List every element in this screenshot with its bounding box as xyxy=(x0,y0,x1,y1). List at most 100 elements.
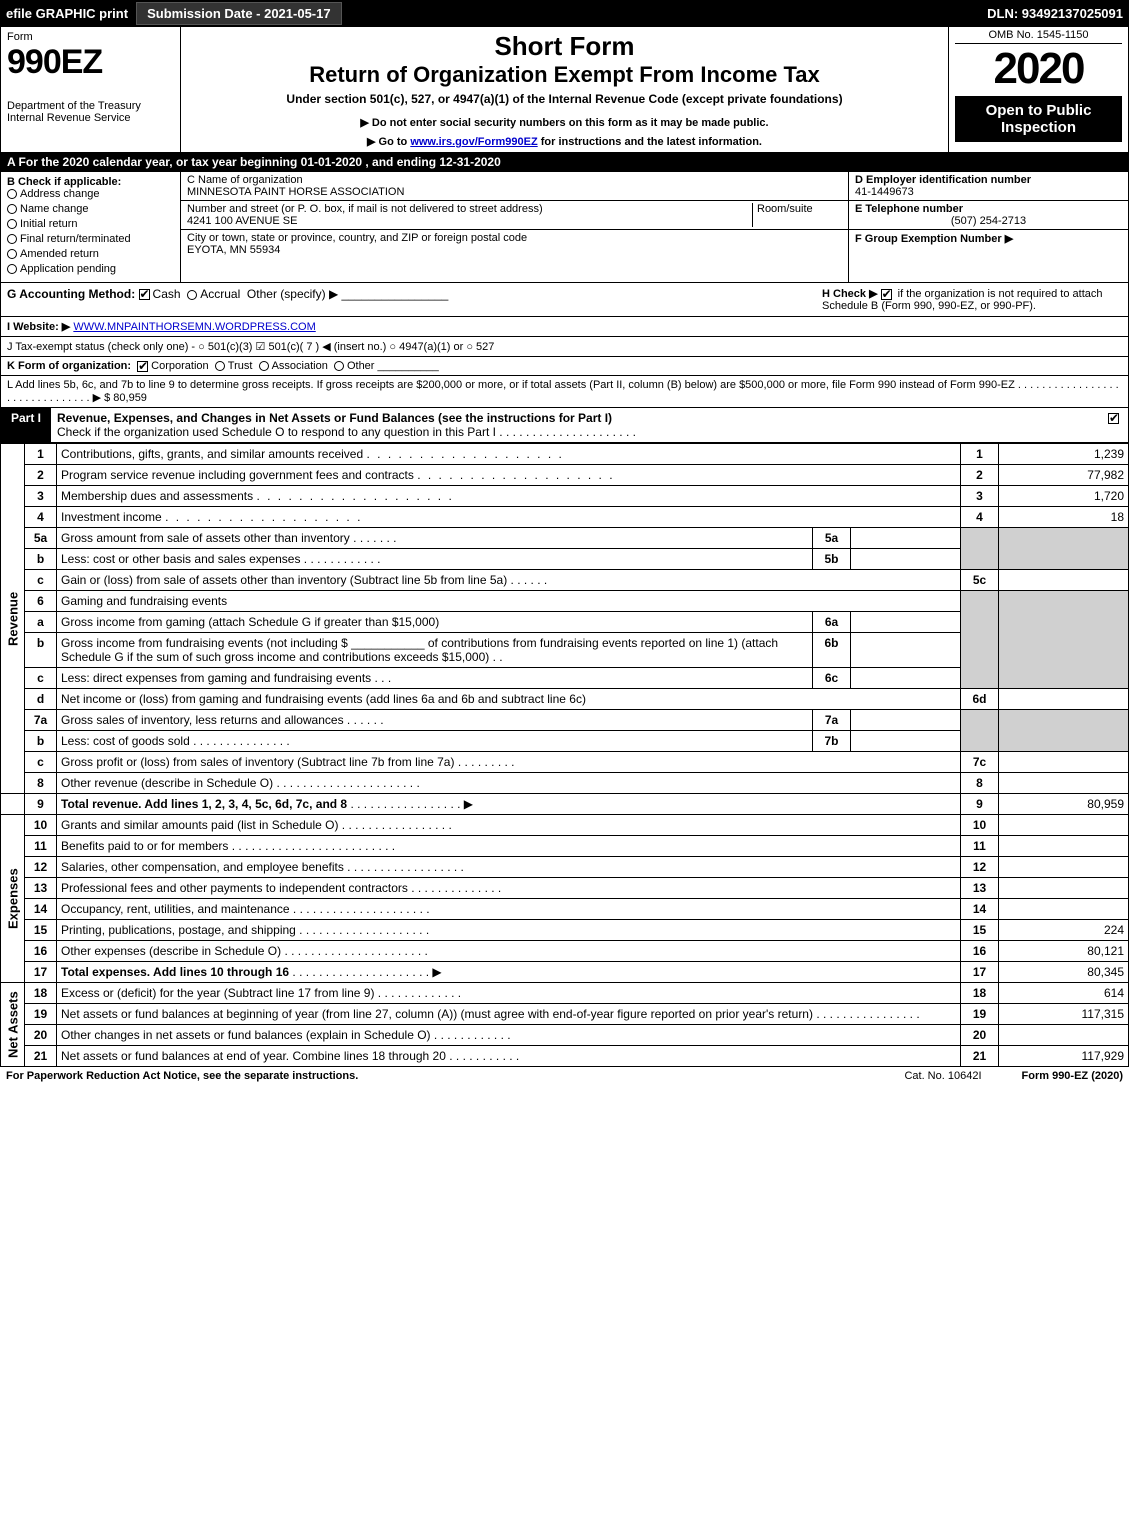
part1-check-text: Check if the organization used Schedule … xyxy=(57,425,636,439)
col-c-org-info: C Name of organization MINNESOTA PAINT H… xyxy=(181,172,848,282)
line-desc: Salaries, other compensation, and employ… xyxy=(61,860,344,874)
dept-label: Department of the Treasury xyxy=(7,100,174,112)
part1-title-text: Revenue, Expenses, and Changes in Net As… xyxy=(57,411,612,425)
row-k-form-org: K Form of organization: Corporation Trus… xyxy=(0,357,1129,376)
chk-corporation[interactable] xyxy=(137,361,148,372)
col-b-header: B Check if applicable: xyxy=(7,176,174,188)
efile-label[interactable]: efile GRAPHIC print xyxy=(6,6,128,21)
part1-schedule-o-check[interactable] xyxy=(1108,413,1119,424)
line-val: 1,239 xyxy=(999,444,1129,465)
part1-checkbox-cell xyxy=(1102,408,1128,442)
g-label: G Accounting Method: xyxy=(7,287,135,301)
tel: (507) 254-2713 xyxy=(855,215,1122,227)
group-exemption-label: F Group Exemption Number ▶ xyxy=(855,232,1122,245)
line-val: 614 xyxy=(999,983,1129,1004)
part1-num: Part I xyxy=(1,408,51,442)
other-label: Other (specify) ▶ xyxy=(247,287,338,301)
tel-label: E Telephone number xyxy=(855,203,1122,215)
line-val: 117,929 xyxy=(999,1046,1129,1067)
addr: 4241 100 AVENUE SE xyxy=(187,215,752,227)
line-val: 1,720 xyxy=(999,486,1129,507)
chk-name-change[interactable]: Name change xyxy=(7,203,174,215)
line-val: 80,345 xyxy=(999,962,1129,983)
chk-association[interactable] xyxy=(259,361,269,371)
line-desc: Grants and similar amounts paid (list in… xyxy=(61,818,338,832)
accounting-method: G Accounting Method: Cash Accrual Other … xyxy=(7,287,448,312)
open-to-public: Open to Public Inspection xyxy=(955,96,1122,142)
addr-label: Number and street (or P. O. box, if mail… xyxy=(187,203,752,215)
accrual-label: Accrual xyxy=(200,287,240,301)
row-gh: G Accounting Method: Cash Accrual Other … xyxy=(0,283,1129,317)
expenses-side-label: Expenses xyxy=(1,815,25,983)
submission-date-button[interactable]: Submission Date - 2021-05-17 xyxy=(136,2,342,25)
part1-title: Revenue, Expenses, and Changes in Net As… xyxy=(51,408,1102,442)
k-corp: Corporation xyxy=(151,360,208,372)
chk-initial-return[interactable]: Initial return xyxy=(7,218,174,230)
l-text: L Add lines 5b, 6c, and 7b to line 9 to … xyxy=(7,379,1119,404)
l-amount: 80,959 xyxy=(113,392,147,404)
chk-other[interactable] xyxy=(334,361,344,371)
org-name-label: C Name of organization xyxy=(187,174,842,186)
line-desc: Gross profit or (loss) from sales of inv… xyxy=(61,755,454,769)
chk-label: Application pending xyxy=(20,263,116,275)
irs-label: Internal Revenue Service xyxy=(7,112,174,124)
k-other: Other xyxy=(347,360,375,372)
line-val: 224 xyxy=(999,920,1129,941)
line-desc: Gross income from fundraising events (no… xyxy=(61,636,778,664)
subtitle: Under section 501(c), 527, or 4947(a)(1)… xyxy=(189,92,940,106)
row-j-tax-exempt: J Tax-exempt status (check only one) - ○… xyxy=(0,337,1129,357)
goto-post: for instructions and the latest informat… xyxy=(538,136,762,148)
line-desc: Total expenses. Add lines 10 through 16 xyxy=(61,965,289,979)
website-link[interactable]: WWW.MNPAINTHORSEMN.WORDPRESS.COM xyxy=(73,321,315,333)
h-label: H Check ▶ xyxy=(822,288,881,300)
short-form-title: Short Form xyxy=(189,31,940,62)
city-label: City or town, state or province, country… xyxy=(187,232,842,244)
website-label: I Website: ▶ xyxy=(7,321,70,333)
form-header: Form 990EZ Department of the Treasury In… xyxy=(0,27,1129,153)
line-desc: Less: direct expenses from gaming and fu… xyxy=(61,671,371,685)
line-desc: Contributions, gifts, grants, and simila… xyxy=(61,447,363,461)
chk-h[interactable] xyxy=(881,289,892,300)
chk-label: Name change xyxy=(20,203,89,215)
block-bcdef: B Check if applicable: Address change Na… xyxy=(0,172,1129,283)
line-num: 1 xyxy=(25,444,57,465)
line-desc: Other revenue (describe in Schedule O) xyxy=(61,776,273,790)
line-desc: Program service revenue including govern… xyxy=(61,468,414,482)
line-desc: Net income or (loss) from gaming and fun… xyxy=(61,692,586,706)
line-desc: Less: cost of goods sold xyxy=(61,734,190,748)
top-bar: efile GRAPHIC print Submission Date - 20… xyxy=(0,0,1129,27)
chk-application-pending[interactable]: Application pending xyxy=(7,263,174,275)
header-left: Form 990EZ Department of the Treasury In… xyxy=(1,27,181,152)
line-desc: Gross sales of inventory, less returns a… xyxy=(61,713,344,727)
k-trust: Trust xyxy=(228,360,253,372)
row-i-website: I Website: ▶ WWW.MNPAINTHORSEMN.WORDPRES… xyxy=(0,317,1129,337)
room-suite-label: Room/suite xyxy=(752,203,842,227)
irs-link[interactable]: www.irs.gov/Form990EZ xyxy=(410,136,537,148)
city: EYOTA, MN 55934 xyxy=(187,244,842,256)
line-desc: Other expenses (describe in Schedule O) xyxy=(61,944,281,958)
chk-accrual[interactable] xyxy=(187,290,197,300)
line-desc: Membership dues and assessments xyxy=(61,489,253,503)
cash-label: Cash xyxy=(153,287,181,301)
chk-label: Address change xyxy=(20,188,100,200)
ein: 41-1449673 xyxy=(855,186,1122,198)
chk-label: Initial return xyxy=(20,218,77,230)
chk-trust[interactable] xyxy=(215,361,225,371)
h-check: H Check ▶ if the organization is not req… xyxy=(822,287,1122,312)
chk-final-return[interactable]: Final return/terminated xyxy=(7,233,174,245)
line-desc: Investment income xyxy=(61,510,162,524)
line-val: 80,121 xyxy=(999,941,1129,962)
row-a-tax-year: A For the 2020 calendar year, or tax yea… xyxy=(0,153,1129,172)
row-l-gross-receipts: L Add lines 5b, 6c, and 7b to line 9 to … xyxy=(0,376,1129,408)
line-desc: Gross amount from sale of assets other t… xyxy=(61,531,350,545)
chk-amended-return[interactable]: Amended return xyxy=(7,248,174,260)
line-ref: 1 xyxy=(961,444,999,465)
line-desc: Gross income from gaming (attach Schedul… xyxy=(61,615,439,629)
chk-address-change[interactable]: Address change xyxy=(7,188,174,200)
line-desc: Professional fees and other payments to … xyxy=(61,881,408,895)
header-right: OMB No. 1545-1150 2020 Open to Public In… xyxy=(948,27,1128,152)
chk-cash[interactable] xyxy=(139,289,150,300)
k-label: K Form of organization: xyxy=(7,360,131,372)
part1-table: Revenue 1Contributions, gifts, grants, a… xyxy=(0,443,1129,1067)
line-desc: Gain or (loss) from sale of assets other… xyxy=(61,573,507,587)
